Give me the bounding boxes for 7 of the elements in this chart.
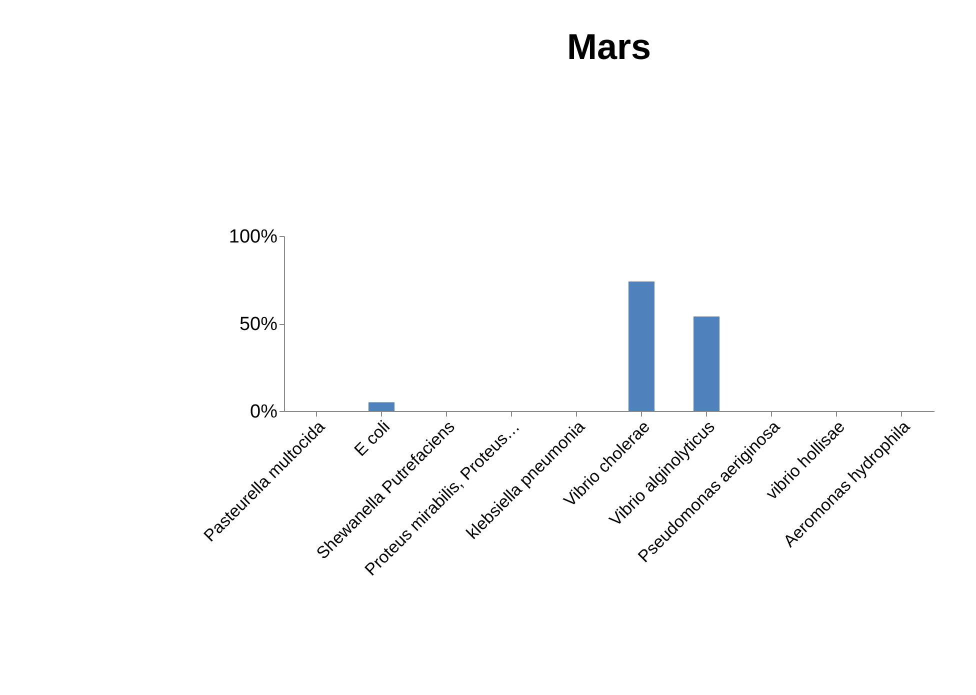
bar bbox=[368, 402, 394, 411]
y-tick-label: 0% bbox=[250, 402, 278, 422]
bar bbox=[628, 282, 654, 411]
chart-title: Mars bbox=[566, 26, 652, 67]
bar bbox=[694, 316, 720, 411]
y-tick-label: 50% bbox=[239, 314, 278, 335]
y-tick-label: 100% bbox=[228, 226, 278, 248]
